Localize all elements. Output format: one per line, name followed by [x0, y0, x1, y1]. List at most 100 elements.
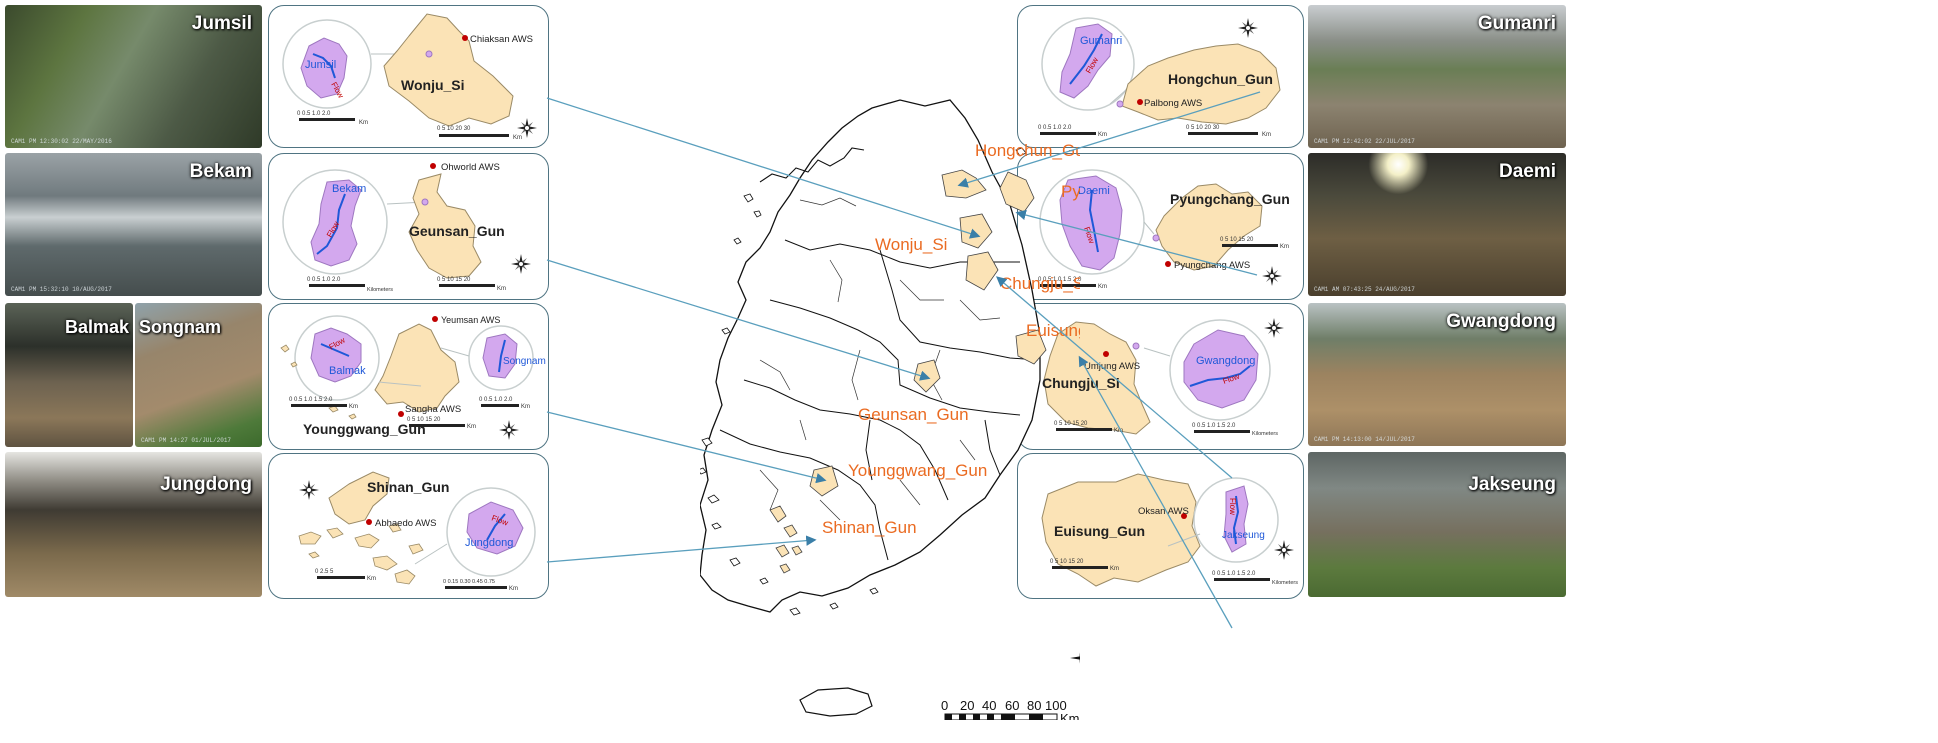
- compass-icon: [499, 420, 519, 440]
- jeju-island: [799, 687, 873, 717]
- basin-balmak: [310, 327, 362, 383]
- map-label-euisung: Euisung_Gun: [1026, 321, 1080, 340]
- scale-tick-60: 60: [1005, 698, 1019, 713]
- aws-label: Oksan AWS: [1138, 506, 1189, 517]
- scale-ticks: 0 0.5 1.0 2.0: [479, 397, 513, 403]
- scale-unit: Km: [367, 576, 376, 582]
- scale-tick-80: 80: [1027, 698, 1041, 713]
- islands: [280, 344, 357, 420]
- compass-icon: [299, 480, 319, 500]
- river-line: [312, 53, 336, 79]
- scale-tick-100: 100: [1045, 698, 1067, 713]
- basin-label: Jumsil: [305, 59, 336, 71]
- main-scale-bar: [944, 713, 1058, 720]
- compass-icon: [1238, 18, 1258, 38]
- leader-line: [414, 543, 448, 565]
- scale-tick-20: 20: [960, 698, 974, 713]
- photo-label: Jakseung: [1468, 474, 1556, 495]
- scale-bar: [317, 576, 365, 579]
- river-line: [498, 339, 506, 373]
- county-label: Younggwang_Gun: [303, 421, 426, 437]
- photo-label: Gwangdong: [1446, 311, 1556, 332]
- map-label-geunsan: Geunsan_Gun: [858, 405, 969, 424]
- basin-location: [1152, 234, 1160, 242]
- scale-unit: Kilometers: [1252, 431, 1278, 437]
- photo-timestamp: CAM1 PM 12:30:02 22/MAY/2016: [11, 138, 112, 145]
- basin-label: Gwangdong: [1196, 355, 1255, 367]
- photo-timestamp: CAM1 AM 07:43:25 24/AUG/2017: [1314, 286, 1415, 293]
- river-line: [486, 513, 506, 541]
- scale-bar: [1188, 132, 1258, 135]
- scale-unit: Km: [1110, 566, 1119, 572]
- photo-timestamp: CAM1 PM 12:42:02 22/JUL/2017: [1314, 138, 1415, 145]
- scale-ticks: 0 5 10 15 20: [437, 277, 471, 283]
- scale-unit: Km: [1114, 428, 1123, 434]
- aws-dot: [462, 35, 468, 41]
- river-line: [316, 193, 346, 255]
- scale-bar: [1194, 430, 1250, 433]
- basin-label: Jakseung: [1222, 530, 1265, 541]
- scale-unit: Kilometers: [1272, 580, 1298, 586]
- flow-label: Flow: [1228, 498, 1237, 515]
- county-wonju: [383, 13, 514, 127]
- basin-label: Daemi: [1078, 185, 1110, 197]
- scale-unit: Km: [1280, 244, 1289, 250]
- scale-unit: Km: [349, 404, 358, 410]
- panel-younggwang: Yeumsan AWS Sangha AWS Balmak Songnam Fl…: [268, 303, 549, 450]
- photo-daemi: Daemi CAM1 AM 07:43:25 24/AUG/2017: [1308, 153, 1566, 296]
- compass-icon: [1264, 318, 1284, 338]
- photo-bekam: Bekam CAM1 PM 15:32:10 10/AUG/2017: [5, 153, 262, 296]
- basin-label: Gumanri: [1080, 35, 1122, 47]
- basin-location: [1132, 342, 1140, 350]
- photo-label: Jumsil: [191, 13, 252, 34]
- county-younggwang: [374, 323, 460, 413]
- compass-icon: [517, 118, 537, 138]
- scale-tick-0: 0: [941, 698, 948, 713]
- photo-gumanri: Gumanri CAM1 PM 12:42:02 22/JUL/2017: [1308, 5, 1566, 148]
- scale-ticks: 0 5 10 15 20: [1050, 559, 1084, 565]
- scale-unit: Km: [513, 135, 522, 141]
- aws-label: Palbong AWS: [1144, 98, 1202, 109]
- scale-ticks: 0 0.5 1.0 2.0: [307, 277, 341, 283]
- basin-jumsil: [300, 37, 348, 99]
- aws-label: Abhaedo AWS: [375, 518, 436, 529]
- aws-label: Ohworld AWS: [441, 162, 500, 173]
- scale-ticks: 0 5 10 20 30: [1186, 125, 1220, 131]
- scale-ticks: 0 0.5 1.0 2.0: [297, 111, 331, 117]
- map-label-chungju: Chungju_Si: [1000, 274, 1080, 293]
- scale-unit: Km: [1262, 132, 1271, 138]
- county-label: Wonju_Si: [401, 77, 465, 93]
- islands: [298, 523, 424, 585]
- photo-label: Balmak: [64, 317, 129, 337]
- korea-map: Hongchun_Gun Pyungchang_Gun Wonju_Si Chu…: [700, 99, 1080, 720]
- aws-label: Pyungchang AWS: [1174, 260, 1250, 271]
- map-label-hongchun: Hongchun_Gun: [975, 141, 1080, 160]
- map-label-wonju: Wonju_Si: [875, 235, 947, 254]
- compass-icon: [1262, 266, 1282, 286]
- scale-unit: Km: [497, 286, 506, 292]
- photo-songnam: Songnam CAM1 PM 14:27 01/JUL/2017: [135, 303, 262, 447]
- scale-bar: [439, 284, 495, 287]
- aws-label: Sangha AWS: [405, 404, 461, 415]
- scale-unit: Km: [467, 424, 476, 430]
- photo-label: Gumanri: [1477, 13, 1556, 34]
- compass-icon: [511, 254, 531, 274]
- scale-bar: [445, 586, 507, 589]
- scale-tick-40: 40: [982, 698, 996, 713]
- scale-unit: Km: [509, 586, 518, 592]
- scale-unit: Km: [1098, 132, 1107, 138]
- aws-label: Chiaksan AWS: [470, 34, 533, 45]
- leader-line: [440, 347, 470, 357]
- basin-label: Songnam: [503, 356, 546, 367]
- panel-wonju: Jumsil Flow Chiaksan AWS Wonju_Si 0 0.5 …: [268, 5, 549, 148]
- scale-bar: [299, 118, 355, 121]
- scale-bar: [439, 134, 509, 137]
- photo-balmak: Balmak: [5, 303, 133, 447]
- north-arrow-compass-icon: [1070, 652, 1080, 664]
- aws-label: Umjung AWS: [1084, 361, 1140, 372]
- scale-unit: Kilometers: [367, 287, 393, 293]
- basin-bekam: [310, 179, 362, 267]
- county-label: Pyungchang_Gun: [1170, 191, 1290, 207]
- scale-ticks: 0 5 10 20 30: [437, 126, 471, 132]
- basin-location: [1116, 100, 1124, 108]
